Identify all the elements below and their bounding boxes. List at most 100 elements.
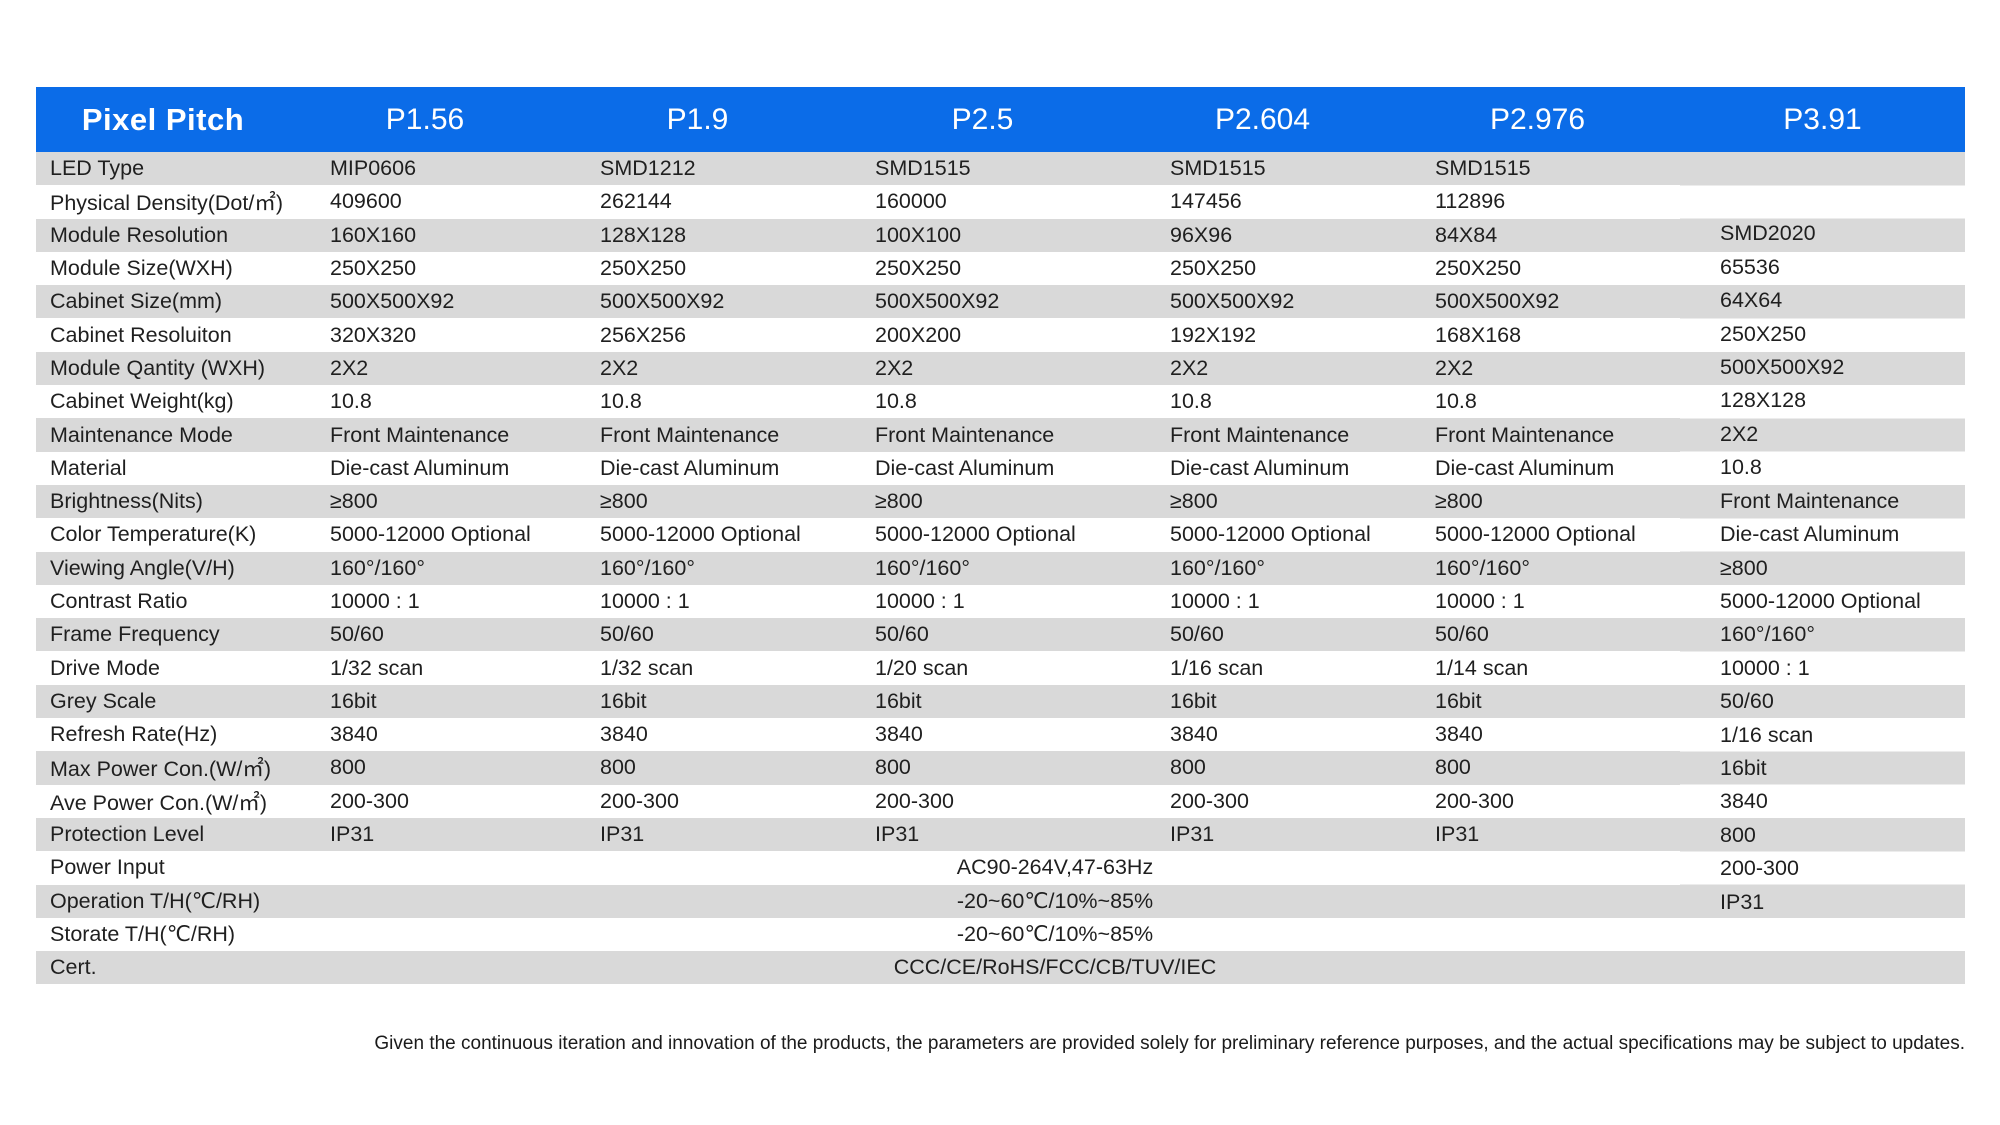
spec-value: 500X500X92	[1395, 285, 1680, 319]
row-label: Contrast Ratio	[36, 584, 290, 619]
p391-line: 160°/160°	[1720, 622, 1815, 647]
p391-line: ≥800	[1720, 555, 1768, 580]
spec-value: 160°/160°	[1395, 551, 1680, 585]
spec-table: Pixel Pitch P1.56 P1.9 P2.5 P2.604 P2.97…	[36, 87, 1965, 985]
spec-value: 10000 : 1	[835, 584, 1130, 619]
spec-value: SMD1212	[560, 152, 835, 186]
p391-line: 50/60	[1720, 689, 1774, 714]
p391-line: IP31	[1720, 889, 1765, 914]
column-header-p2604: P2.604	[1214, 102, 1311, 136]
spec-value: 3840	[560, 718, 835, 752]
row-label: Ave Power Con.(W/㎡)	[36, 784, 290, 818]
spec-value: 50/60	[290, 618, 560, 652]
p391-line: 128X128	[1720, 388, 1807, 413]
spec-value: MIP0606	[290, 152, 560, 186]
spec-value: 3840	[290, 718, 560, 752]
table-header: Pixel Pitch P1.56 P1.9 P2.5 P2.604 P2.97…	[36, 87, 1965, 152]
row-label: Brightness(Nits)	[36, 484, 290, 519]
row-label: Storate T/H(℃/RH)	[36, 917, 290, 952]
spec-value: 50/60	[835, 618, 1130, 652]
column-header-p19: P1.9	[666, 102, 729, 136]
spec-value: 100X100	[835, 218, 1130, 252]
spec-value: 200-300	[1130, 784, 1395, 818]
p391-line: 10.8	[1720, 455, 1762, 480]
row-label: Operation T/H(℃/RH)	[36, 884, 290, 918]
row-label: Protection Level	[36, 817, 290, 852]
table-row: Cabinet Weight(kg) 10.8 10.8 10.8 10.8 10.8	[36, 385, 1965, 419]
spec-value: 160000	[835, 185, 1130, 219]
spec-value: 5000-12000 Optional	[835, 518, 1130, 552]
spec-value: 10.8	[560, 385, 835, 419]
merged-value: AC90-264V,47-63Hz	[290, 851, 1680, 885]
spec-value: 800	[560, 751, 835, 785]
row-label: Power Input	[36, 851, 290, 885]
spec-value: Front Maintenance	[290, 418, 560, 452]
p391-line: 250X250	[1720, 321, 1807, 346]
spec-value: 500X500X92	[1130, 285, 1395, 319]
p391-line: 5000-12000 Optional	[1720, 588, 1921, 613]
spec-value: IP31	[560, 817, 835, 852]
row-label: Module Resolution	[36, 218, 290, 252]
table-row: Module Qantity (WXH) 2X2 2X2 2X2 2X2 2X2	[36, 351, 1965, 386]
spec-value: 50/60	[560, 618, 835, 652]
row-label: Color Temperature(K)	[36, 518, 290, 552]
table-row: Brightness(Nits) ≥800 ≥800 ≥800 ≥800 ≥800	[36, 484, 1965, 519]
spec-value: 160°/160°	[1130, 551, 1395, 585]
column-header-p156: P1.56	[385, 102, 465, 136]
spec-value: 16bit	[1130, 684, 1395, 719]
header-row: Pixel Pitch P1.56 P1.9 P2.5 P2.604 P2.97…	[36, 87, 1965, 152]
merged-value: CCC/CE/RoHS/FCC/CB/TUV/IEC	[290, 951, 1680, 985]
row-label: Module Size(WXH)	[36, 251, 290, 286]
spec-value: 262144	[560, 185, 835, 219]
table-row: Frame Frequency 50/60 50/60 50/60 50/60 50/60	[36, 618, 1965, 652]
spec-value: 10.8	[835, 385, 1130, 419]
row-label: Physical Density(Dot/㎡)	[36, 185, 290, 219]
table-row: Cabinet Resoluiton 320X320 256X256 200X200 1…	[36, 318, 1965, 352]
spec-value: Front Maintenance	[1395, 418, 1680, 452]
row-label: Cabinet Size(mm)	[36, 285, 290, 319]
table-row: Module Resolution 160X160 128X128 100X100 96…	[36, 218, 1965, 252]
spec-value: 200-300	[560, 784, 835, 818]
row-label: Viewing Angle(V/H)	[36, 551, 290, 585]
spec-value: 2X2	[290, 351, 560, 386]
spec-value: 1/32 scan	[560, 651, 835, 685]
table-row: Material Die-cast Aluminum Die-cast Alumin…	[36, 451, 1965, 485]
spec-value: 84X84	[1395, 218, 1680, 252]
table-row: Grey Scale 16bit 16bit 16bit 16bit 16bit	[36, 684, 1965, 719]
p391-line: 500X500X92	[1720, 355, 1845, 380]
table-row: Refresh Rate(Hz) 3840 3840 3840 3840 3840	[36, 718, 1965, 752]
spec-value: 160°/160°	[835, 551, 1130, 585]
row-label: Cabinet Resoluiton	[36, 318, 290, 352]
column-header-p2976: P2.976	[1489, 102, 1586, 136]
spec-value: 16bit	[835, 684, 1130, 719]
row-label: Module Qantity (WXH)	[36, 351, 290, 386]
spec-value: 147456	[1130, 185, 1395, 219]
spec-value: Front Maintenance	[835, 418, 1130, 452]
row-label: Maintenance Mode	[36, 418, 290, 452]
spec-value: 250X250	[1395, 251, 1680, 286]
spec-value: 250X250	[1130, 251, 1395, 286]
table-row: Physical Density(Dot/㎡) 409600 262144 16000…	[36, 185, 1965, 219]
spec-value: 50/60	[1130, 618, 1395, 652]
spec-value: 1/32 scan	[290, 651, 560, 685]
spec-value: ≥800	[835, 484, 1130, 519]
spec-value: SMD1515	[835, 152, 1130, 186]
p391-line: 1/16 scan	[1720, 722, 1814, 747]
spec-value: 96X96	[1130, 218, 1395, 252]
row-label: Frame Frequency	[36, 618, 290, 652]
spec-value: SMD1515	[1130, 152, 1395, 186]
spec-value: 800	[290, 751, 560, 785]
spec-value: 250X250	[290, 251, 560, 286]
spec-value: 1/16 scan	[1130, 651, 1395, 685]
row-label: Cert.	[36, 951, 290, 985]
spec-value: Die-cast Aluminum	[560, 451, 835, 485]
p391-line: 800	[1720, 822, 1756, 847]
spec-value: 160°/160°	[560, 551, 835, 585]
table-row: Maintenance Mode Front Maintenance Front M…	[36, 418, 1965, 452]
merged-value: -20~60℃/10%~85%	[290, 917, 1680, 952]
spec-value: 16bit	[290, 684, 560, 719]
spec-value: Die-cast Aluminum	[835, 451, 1130, 485]
spec-value: SMD1515	[1395, 152, 1680, 186]
spec-value: 1/14 scan	[1395, 651, 1680, 685]
p391-line: SMD2020	[1720, 221, 1816, 246]
